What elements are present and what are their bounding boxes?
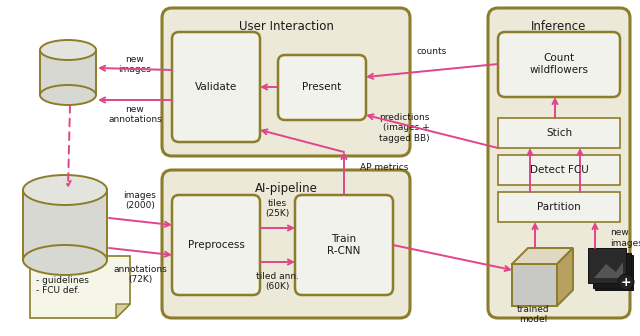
Ellipse shape <box>23 175 107 205</box>
Text: tiled ann.
(60K): tiled ann. (60K) <box>255 272 298 291</box>
FancyBboxPatch shape <box>162 8 410 156</box>
Text: Detect FCU: Detect FCU <box>530 165 588 175</box>
Text: tiles
(25K): tiles (25K) <box>265 199 289 218</box>
Bar <box>498 155 620 185</box>
FancyBboxPatch shape <box>278 55 366 120</box>
Text: +: + <box>621 276 631 289</box>
FancyBboxPatch shape <box>498 32 620 97</box>
Text: predictions
(images +
tagged BB): predictions (images + tagged BB) <box>380 113 430 143</box>
Text: AI-pipeline: AI-pipeline <box>255 182 317 195</box>
Text: User Interaction: User Interaction <box>239 20 333 33</box>
Text: annotations
(72K): annotations (72K) <box>113 265 167 284</box>
Bar <box>498 192 620 222</box>
Text: Preprocess: Preprocess <box>188 240 244 250</box>
Polygon shape <box>116 304 130 318</box>
Text: Inference: Inference <box>531 20 587 33</box>
Ellipse shape <box>23 245 107 275</box>
Ellipse shape <box>40 85 96 105</box>
Text: Stich: Stich <box>546 128 572 138</box>
Polygon shape <box>594 262 623 278</box>
FancyBboxPatch shape <box>172 195 260 295</box>
Bar <box>498 118 620 148</box>
Ellipse shape <box>40 40 96 60</box>
FancyBboxPatch shape <box>172 32 260 142</box>
FancyBboxPatch shape <box>295 195 393 295</box>
Text: images
(2000): images (2000) <box>124 191 156 210</box>
Text: - guidelines
- FCU def.: - guidelines - FCU def. <box>36 276 89 295</box>
Text: Count
wildflowers: Count wildflowers <box>529 53 589 75</box>
Circle shape <box>618 274 634 290</box>
Text: new
images: new images <box>610 228 640 248</box>
Bar <box>40 50 96 95</box>
Polygon shape <box>512 264 557 306</box>
FancyBboxPatch shape <box>162 170 410 318</box>
Polygon shape <box>512 248 573 264</box>
Text: Present: Present <box>302 82 342 92</box>
Text: Validate: Validate <box>195 82 237 92</box>
Bar <box>23 190 107 260</box>
Text: AP metrics: AP metrics <box>360 163 408 171</box>
Text: counts: counts <box>417 47 447 56</box>
FancyBboxPatch shape <box>488 8 630 318</box>
Bar <box>593 253 631 288</box>
Text: Partition: Partition <box>537 202 581 212</box>
Bar <box>588 248 626 283</box>
Text: Train
R-CNN: Train R-CNN <box>327 234 361 256</box>
Text: new
images: new images <box>118 55 152 74</box>
Text: new
annotations: new annotations <box>108 105 162 124</box>
Text: trained
model: trained model <box>516 305 549 324</box>
Bar <box>595 255 633 290</box>
Polygon shape <box>30 256 130 318</box>
Polygon shape <box>557 248 573 306</box>
